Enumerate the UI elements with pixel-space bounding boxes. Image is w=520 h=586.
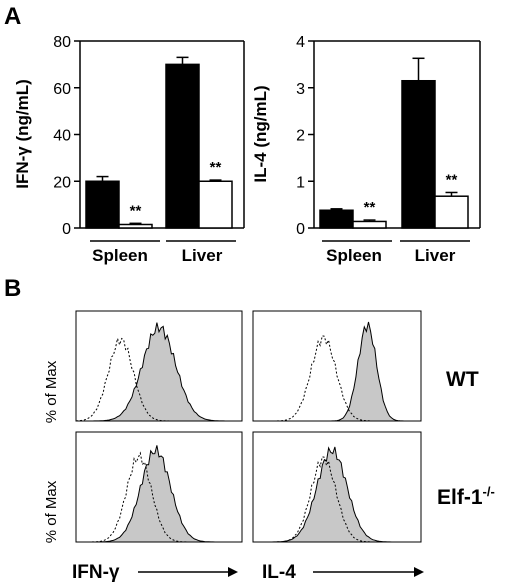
ifn-gamma-bar-chart: 0 20 40 60 80 IFN-γ (ng/mL) ** Spleen ** Liver	[13, 34, 245, 265]
row-label-elf1-ko: Elf-1-/-	[437, 484, 495, 509]
stained-histogram-elf1-ifng	[76, 445, 242, 543]
il4-significance-spleen: **	[364, 199, 376, 216]
control-histogram-wt-il4	[253, 335, 421, 422]
il4-bar-spleen-ko	[352, 220, 387, 229]
il4-category-spleen: Spleen	[326, 246, 382, 265]
ifn-significance-liver: **	[210, 159, 222, 176]
ifn-y-tick-label: 40	[53, 128, 71, 145]
x-label-il4: IL-4	[262, 562, 296, 583]
ifn-y-tick-label: 60	[53, 81, 71, 98]
il4-y-tick-label: 1	[296, 174, 305, 191]
ifn-category-liver: Liver	[182, 246, 223, 265]
panel-a-letter: A	[4, 3, 21, 30]
il4-bar-liver-ko	[434, 195, 469, 229]
ifn-bar-spleen-ko	[118, 223, 153, 229]
il4-y-axis-label: IL-4 (ng/mL)	[251, 85, 270, 182]
panel-b-letter: B	[4, 275, 21, 302]
ifn-category-spleen: Spleen	[92, 246, 148, 265]
il4-y-tick-label: 2	[296, 128, 305, 145]
percent-max-label-elf: % of Max	[43, 480, 60, 543]
x-arrow-il4-head	[414, 567, 424, 577]
ifn-bar-liver-wt	[165, 63, 200, 229]
control-histogram-wt-ifng	[75, 336, 242, 422]
il4-y-tick-label: 3	[296, 81, 305, 98]
ifn-y-tick-label: 80	[53, 34, 71, 51]
ifn-y-tick-label: 0	[62, 221, 71, 238]
il4-y-tick-label: 4	[296, 34, 305, 51]
x-arrow-ifn-gamma-head	[228, 567, 238, 577]
flow-histograms	[75, 310, 422, 543]
x-label-ifn-gamma: IFN-γ	[72, 562, 120, 583]
row-label-elf1-superscript: -/-	[483, 484, 495, 499]
il4-bar-spleen-wt	[319, 209, 354, 229]
ifn-y-tick-label: 20	[53, 174, 71, 191]
il4-significance-liver: **	[446, 171, 458, 188]
row-label-wt: WT	[446, 368, 479, 391]
il4-bar-liver-wt	[401, 79, 436, 229]
histogram-frame-wt-il4	[252, 310, 422, 422]
percent-max-label-wt: % of Max	[43, 360, 60, 423]
ifn-significance-spleen: **	[130, 202, 142, 219]
il4-category-liver: Liver	[415, 246, 456, 265]
ifn-bar-liver-ko	[198, 180, 233, 229]
row-label-elf1-base: Elf-1	[437, 486, 483, 509]
il4-y-tick-label: 0	[296, 221, 305, 238]
il4-bar-chart: 0 1 2 3 4 IL-4 (ng/mL) ** Spleen ** Liver	[251, 34, 481, 265]
ifn-bar-spleen-wt	[85, 180, 120, 229]
ifn-y-axis-label: IFN-γ (ng/mL)	[13, 79, 32, 189]
control-histogram-elf1-il4	[253, 456, 421, 543]
